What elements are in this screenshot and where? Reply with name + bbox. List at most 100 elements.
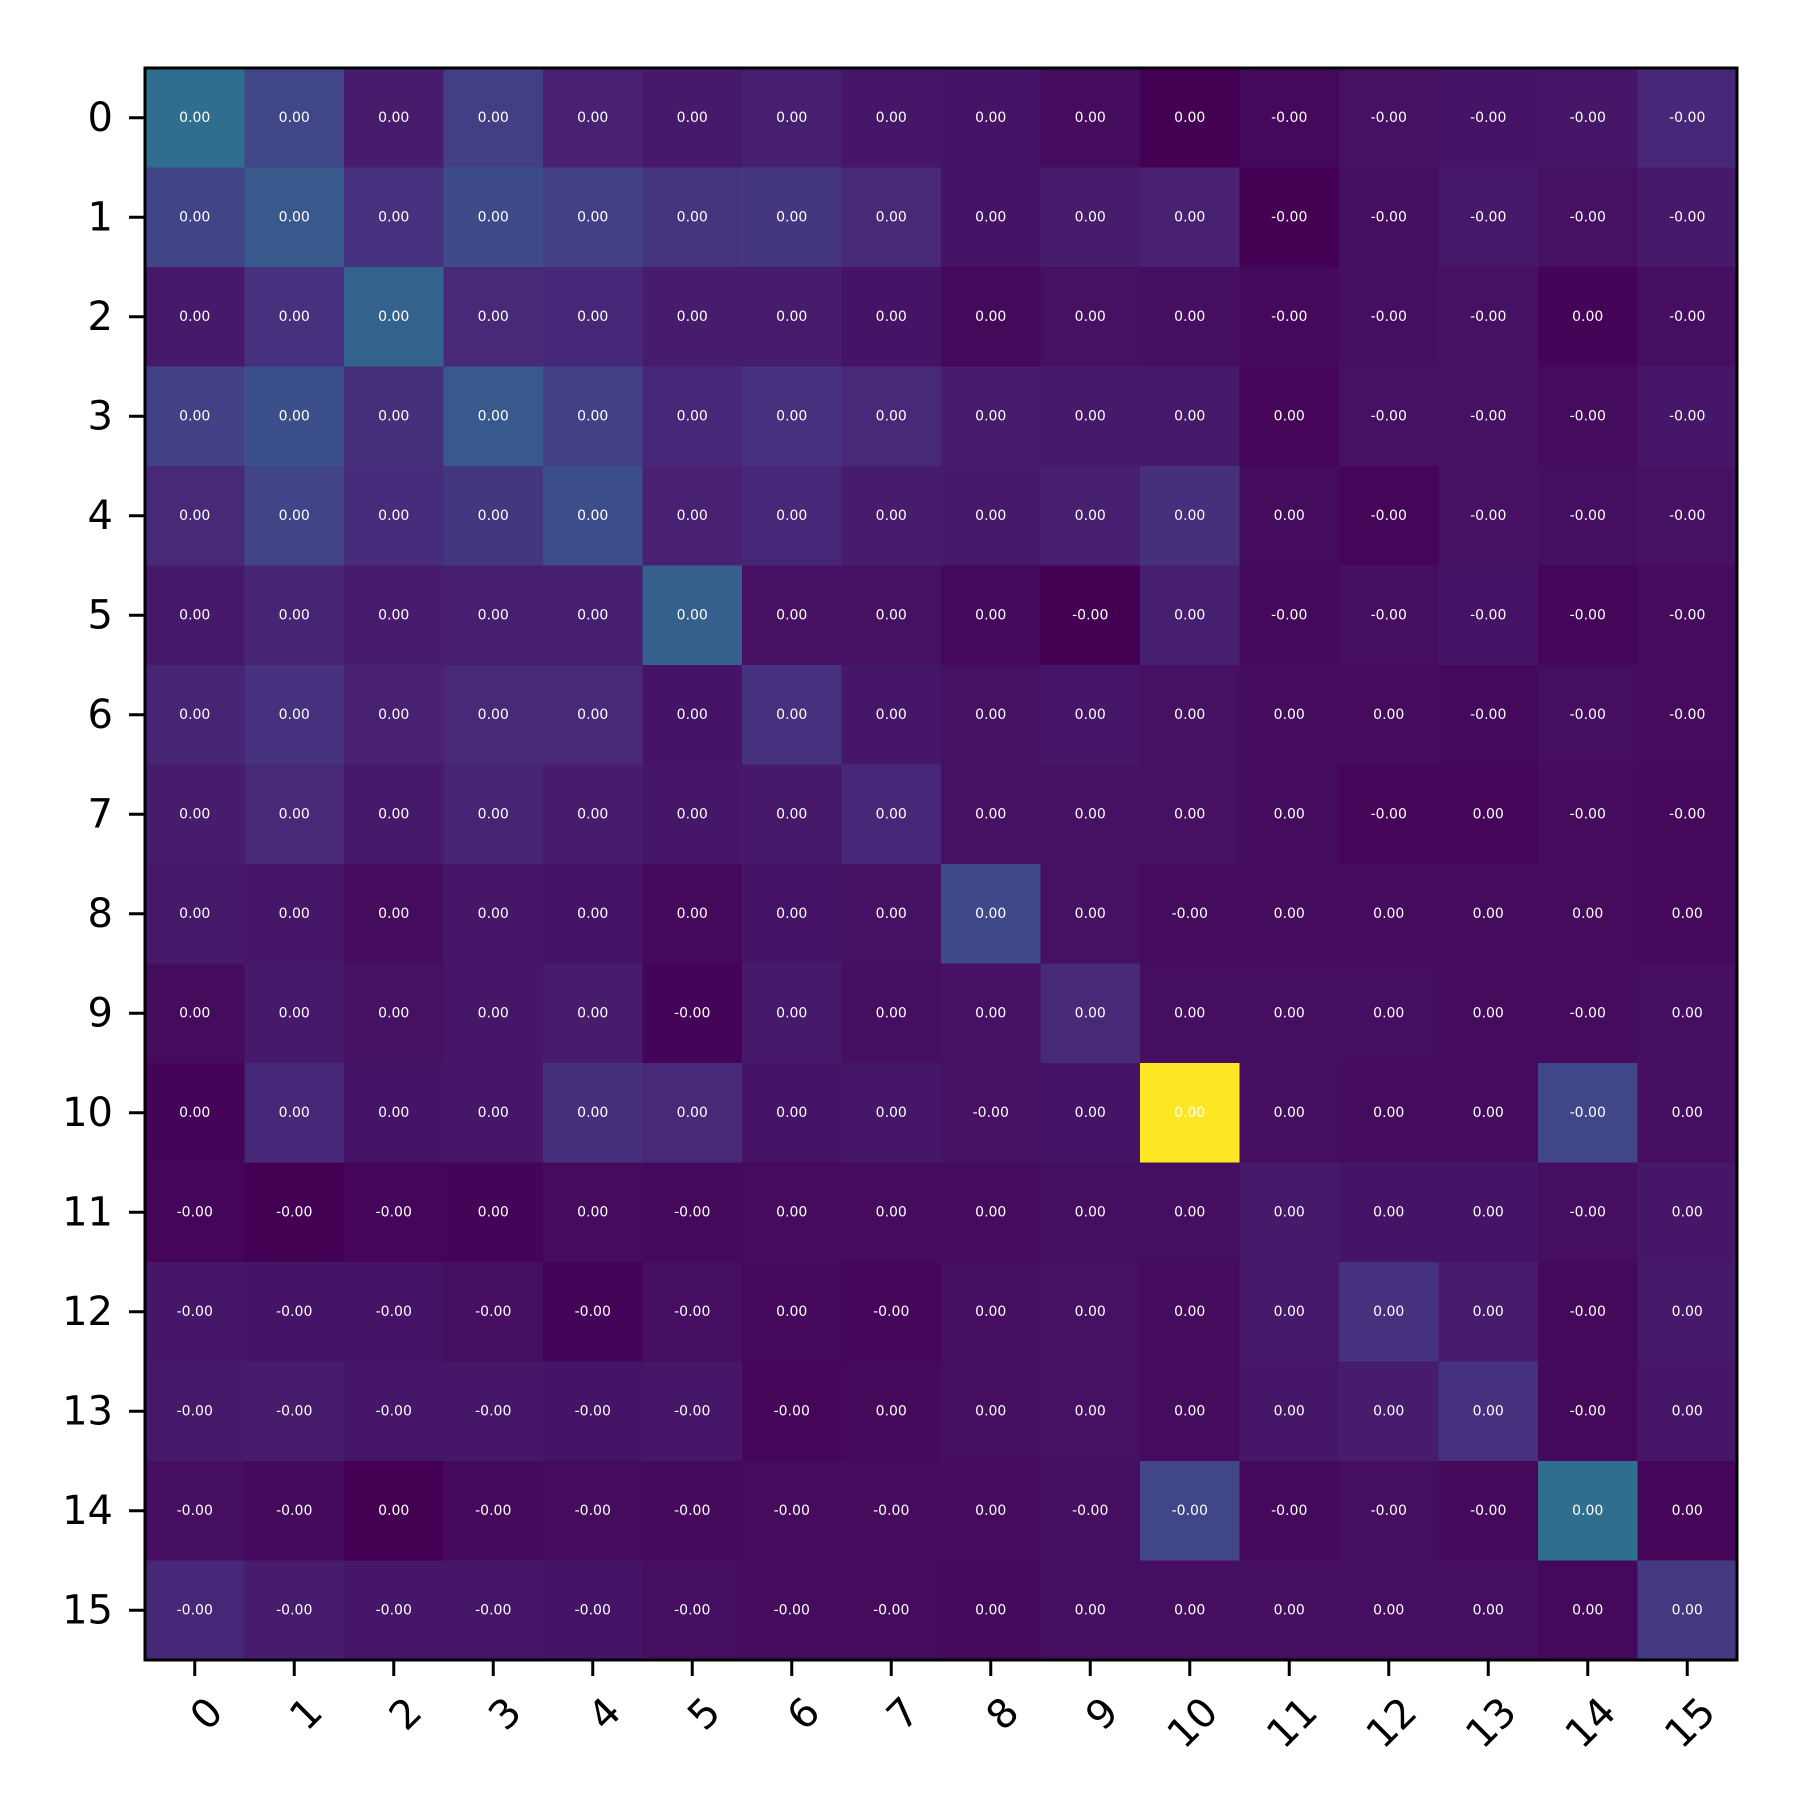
heatmap-cell-r10-c13 (1438, 1063, 1539, 1164)
heatmap-cell-r3-c1 (244, 366, 345, 467)
cell-value-label-r3-c7: 0.00 (876, 408, 907, 424)
cell-value-label-r0-c12: -0.00 (1371, 110, 1407, 126)
cell-value-label-r2-c2: 0.00 (378, 309, 409, 325)
cell-value-label-r13-c5: -0.00 (674, 1403, 710, 1419)
heatmap-cell-labels: 0.00 0.00 0.00 0.00 0.00 0.00 0.00 0.00 0.00 0.00… (177, 110, 1706, 1619)
heatmap-cell-r1-c13 (1438, 167, 1539, 268)
heatmap-cell-r11-c2 (344, 1162, 445, 1263)
cell-value-label-r5-c1: 0.00 (279, 607, 310, 623)
cell-value-label-r1-c3: 0.00 (478, 209, 509, 225)
cell-value-label-r6-c6: 0.00 (776, 707, 807, 723)
heatmap-cell-r4-c5 (642, 466, 743, 567)
heatmap-cell-r15-c3 (443, 1560, 544, 1661)
heatmap-cell-r9-c14 (1538, 963, 1639, 1064)
heatmap-cell-r13-c3 (443, 1361, 544, 1462)
y-tick-label-7: 7 (88, 791, 113, 837)
cell-value-label-r14-c5: -0.00 (674, 1503, 710, 1519)
cell-value-label-r10-c3: 0.00 (478, 1105, 509, 1121)
heatmap-cell-r0-c8 (941, 68, 1042, 169)
cell-value-label-r15-c7: -0.00 (873, 1602, 909, 1618)
cell-value-label-r6-c1: 0.00 (279, 707, 310, 723)
x-tick-label-15: 15 (1656, 1689, 1725, 1758)
heatmap-cell-r15-c8 (941, 1560, 1042, 1661)
cell-value-label-r11-c12: 0.00 (1373, 1204, 1404, 1220)
heatmap-cell-r13-c7 (841, 1361, 942, 1462)
y-tick-label-10: 10 (62, 1090, 113, 1136)
y-tick-label-4: 4 (88, 493, 113, 539)
heatmap-cell-r6-c5 (642, 665, 743, 766)
cell-value-label-r8-c13: 0.00 (1473, 906, 1504, 922)
heatmap-cell-r15-c2 (344, 1560, 445, 1661)
cell-value-label-r8-c5: 0.00 (677, 906, 708, 922)
heatmap-cell-r12-c2 (344, 1262, 445, 1363)
cell-value-label-r3-c2: 0.00 (378, 408, 409, 424)
cell-value-label-r0-c9: 0.00 (1075, 110, 1106, 126)
cell-value-label-r7-c2: 0.00 (378, 806, 409, 822)
heatmap-cell-r9-c10 (1140, 963, 1241, 1064)
heatmap-cell-r12-c3 (443, 1262, 544, 1363)
heatmap-cell-r15-c6 (742, 1560, 843, 1661)
cell-value-label-r9-c4: 0.00 (577, 1005, 608, 1021)
cell-value-label-r12-c9: 0.00 (1075, 1304, 1106, 1320)
cell-value-label-r6-c12: 0.00 (1373, 707, 1404, 723)
y-tick-label-14: 14 (62, 1488, 113, 1534)
cell-value-label-r7-c0: 0.00 (179, 806, 210, 822)
cell-value-label-r14-c6: -0.00 (774, 1503, 810, 1519)
cell-value-label-r6-c15: -0.00 (1669, 707, 1705, 723)
cell-value-label-r4-c15: -0.00 (1669, 508, 1705, 524)
heatmap-cell-r11-c11 (1239, 1162, 1340, 1263)
cell-value-label-r13-c9: 0.00 (1075, 1403, 1106, 1419)
heatmap-cell-r5-c5 (642, 565, 743, 666)
cell-value-label-r1-c5: 0.00 (677, 209, 708, 225)
cell-value-label-r5-c7: 0.00 (876, 607, 907, 623)
heatmap-cell-r6-c12 (1339, 665, 1440, 766)
y-tick-label-6: 6 (88, 692, 113, 738)
cell-value-label-r3-c5: 0.00 (677, 408, 708, 424)
cell-value-label-r5-c2: 0.00 (378, 607, 409, 623)
cell-value-label-r1-c8: 0.00 (975, 209, 1006, 225)
heatmap-cell-r6-c3 (443, 665, 544, 766)
heatmap-cell-r14-c12 (1339, 1461, 1440, 1562)
cell-value-label-r4-c13: -0.00 (1470, 508, 1506, 524)
heatmap-cell-r7-c3 (443, 764, 544, 865)
cell-value-label-r14-c12: -0.00 (1371, 1503, 1407, 1519)
cell-value-label-r1-c4: 0.00 (577, 209, 608, 225)
heatmap-cell-r12-c0 (145, 1262, 246, 1363)
cell-value-label-r4-c10: 0.00 (1174, 508, 1205, 524)
cell-value-label-r1-c2: 0.00 (378, 209, 409, 225)
cell-value-label-r1-c14: -0.00 (1570, 209, 1606, 225)
cell-value-label-r3-c15: -0.00 (1669, 408, 1705, 424)
cell-value-label-r13-c2: -0.00 (376, 1403, 412, 1419)
heatmap-cell-r14-c9 (1040, 1461, 1141, 1562)
cell-value-label-r7-c7: 0.00 (876, 806, 907, 822)
heatmap-cell-r1-c9 (1040, 167, 1141, 268)
cell-value-label-r0-c14: -0.00 (1570, 110, 1606, 126)
heatmap-cell-r6-c4 (543, 665, 644, 766)
cell-value-label-r4-c5: 0.00 (677, 508, 708, 524)
heatmap-cell-r6-c1 (244, 665, 345, 766)
cell-value-label-r9-c12: 0.00 (1373, 1005, 1404, 1021)
heatmap-cell-r3-c9 (1040, 366, 1141, 467)
heatmap-cell-r8-c3 (443, 864, 544, 965)
y-tick-label-3: 3 (88, 393, 113, 439)
cell-value-label-r11-c14: -0.00 (1570, 1204, 1606, 1220)
heatmap-cell-r12-c14 (1538, 1262, 1639, 1363)
heatmap-cell-r3-c11 (1239, 366, 1340, 467)
heatmap-cell-r13-c15 (1637, 1361, 1738, 1462)
heatmap-cell-r9-c11 (1239, 963, 1340, 1064)
cell-value-label-r9-c2: 0.00 (378, 1005, 409, 1021)
heatmap-cell-r2-c11 (1239, 267, 1340, 368)
cell-value-label-r6-c0: 0.00 (179, 707, 210, 723)
cell-value-label-r6-c13: -0.00 (1470, 707, 1506, 723)
heatmap-cell-r11-c14 (1538, 1162, 1639, 1263)
cell-value-label-r1-c0: 0.00 (179, 209, 210, 225)
heatmap-cell-r15-c15 (1637, 1560, 1738, 1661)
heatmap-cell-r5-c1 (244, 565, 345, 666)
cell-value-label-r14-c3: -0.00 (475, 1503, 511, 1519)
heatmap-cell-r14-c4 (543, 1461, 644, 1562)
heatmap-cell-r7-c10 (1140, 764, 1241, 865)
heatmap-cell-r4-c1 (244, 466, 345, 567)
heatmap-cell-r11-c8 (941, 1162, 1042, 1263)
cell-value-label-r10-c10: 0.00 (1174, 1105, 1205, 1121)
